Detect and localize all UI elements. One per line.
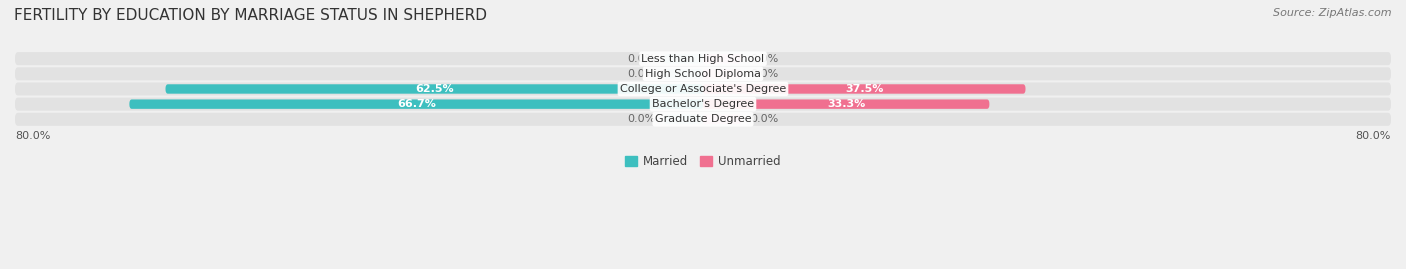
FancyBboxPatch shape [166, 84, 703, 94]
Text: College or Associate's Degree: College or Associate's Degree [620, 84, 786, 94]
Legend: Married, Unmarried: Married, Unmarried [626, 155, 780, 168]
FancyBboxPatch shape [664, 69, 703, 79]
Text: 0.0%: 0.0% [627, 114, 655, 124]
FancyBboxPatch shape [703, 54, 742, 63]
FancyBboxPatch shape [15, 83, 1391, 95]
FancyBboxPatch shape [703, 84, 1025, 94]
Text: Bachelor's Degree: Bachelor's Degree [652, 99, 754, 109]
Text: 33.3%: 33.3% [827, 99, 865, 109]
FancyBboxPatch shape [664, 115, 703, 124]
Text: 62.5%: 62.5% [415, 84, 454, 94]
FancyBboxPatch shape [15, 113, 1391, 126]
Text: Less than High School: Less than High School [641, 54, 765, 64]
Text: 66.7%: 66.7% [396, 99, 436, 109]
Text: Source: ZipAtlas.com: Source: ZipAtlas.com [1274, 8, 1392, 18]
FancyBboxPatch shape [703, 100, 990, 109]
FancyBboxPatch shape [703, 69, 742, 79]
Text: 0.0%: 0.0% [751, 69, 779, 79]
FancyBboxPatch shape [664, 54, 703, 63]
FancyBboxPatch shape [15, 67, 1391, 80]
Text: 80.0%: 80.0% [1355, 131, 1391, 141]
FancyBboxPatch shape [129, 100, 703, 109]
Text: 0.0%: 0.0% [751, 114, 779, 124]
Text: Graduate Degree: Graduate Degree [655, 114, 751, 124]
Text: High School Diploma: High School Diploma [645, 69, 761, 79]
FancyBboxPatch shape [703, 115, 742, 124]
Text: 0.0%: 0.0% [627, 69, 655, 79]
Text: 0.0%: 0.0% [751, 54, 779, 64]
Text: 0.0%: 0.0% [627, 54, 655, 64]
Text: 80.0%: 80.0% [15, 131, 51, 141]
Text: 37.5%: 37.5% [845, 84, 883, 94]
FancyBboxPatch shape [15, 98, 1391, 111]
FancyBboxPatch shape [15, 52, 1391, 65]
Text: FERTILITY BY EDUCATION BY MARRIAGE STATUS IN SHEPHERD: FERTILITY BY EDUCATION BY MARRIAGE STATU… [14, 8, 486, 23]
